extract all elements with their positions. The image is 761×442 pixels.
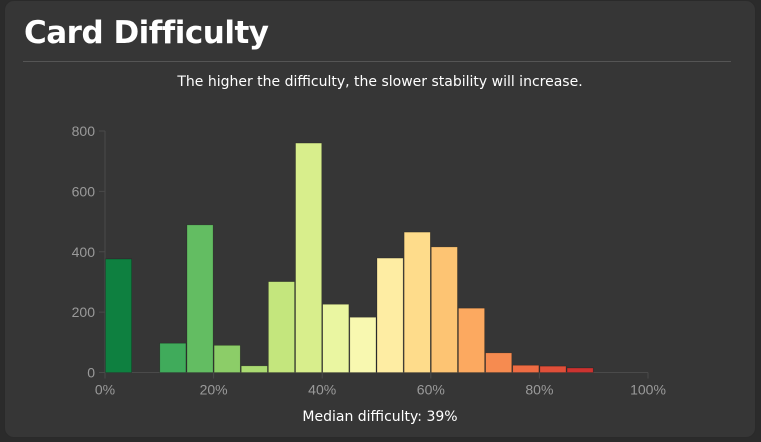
histogram-bar[interactable] [539,365,567,373]
histogram-bar[interactable] [240,365,268,373]
y-tick-label: 800 [72,123,96,139]
x-tick-label: 100% [630,382,666,398]
x-tick-label: 40% [308,382,336,398]
histogram-bar[interactable] [512,364,540,373]
histogram-bar[interactable] [349,316,377,373]
x-tick-label: 80% [525,382,553,398]
histogram-bar[interactable] [105,258,132,373]
y-tick-label: 600 [72,183,96,199]
histogram-bar[interactable] [322,303,350,373]
x-tick-label: 20% [200,382,228,398]
histogram-bar[interactable] [403,231,431,373]
y-tick-label: 0 [87,365,95,381]
histogram-bar[interactable] [485,352,513,373]
histogram-bar[interactable] [566,367,594,373]
histogram-bar[interactable] [376,257,404,373]
histogram-bar[interactable] [295,142,322,373]
median-difficulty: Median difficulty: 39% [302,409,458,425]
card-subtitle: The higher the difficulty, the slower st… [177,74,583,90]
y-tick-label: 200 [72,304,96,320]
histogram-bar[interactable] [213,345,241,373]
y-tick-label: 400 [72,244,96,260]
histogram-bar[interactable] [159,342,187,373]
card-title: Card Difficulty [24,15,269,51]
title-divider [23,61,731,62]
histogram-bar[interactable] [458,307,485,373]
x-tick-label: 60% [417,382,445,398]
x-tick-label: 0% [95,382,115,398]
histogram-bar[interactable] [186,224,214,373]
histogram-bar[interactable] [268,281,295,373]
histogram-bar[interactable] [430,246,458,373]
